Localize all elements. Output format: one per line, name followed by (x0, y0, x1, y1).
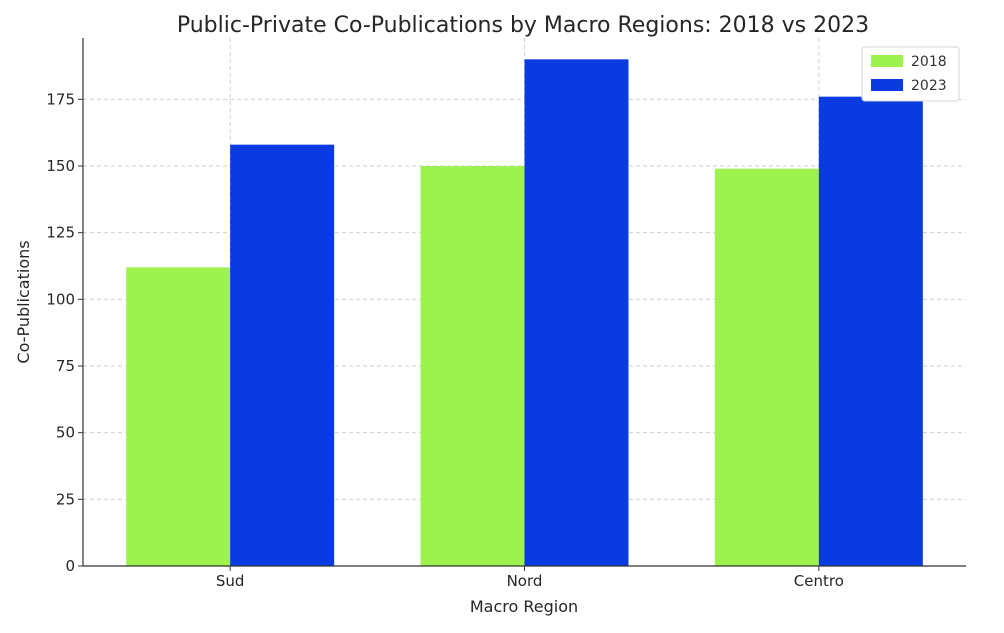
y-tick-label: 0 (65, 557, 75, 575)
y-tick-label: 100 (46, 290, 75, 308)
x-axis-label: Macro Region (470, 597, 578, 616)
y-tick-label: 25 (56, 490, 75, 508)
x-tick-label: Centro (794, 572, 844, 590)
bar-2018-sud (126, 267, 231, 566)
chart-title: Public-Private Co-Publications by Macro … (177, 13, 869, 38)
y-tick-label: 125 (46, 224, 75, 242)
bar-2023-sud (230, 144, 335, 566)
x-tick-label: Nord (507, 572, 543, 590)
y-tick-label: 150 (46, 157, 75, 175)
y-tick-label: 50 (56, 424, 75, 442)
legend-swatch-2023 (871, 79, 903, 91)
bar-2018-nord (420, 166, 525, 566)
bar-2018-centro (714, 168, 819, 566)
x-tick-label: Sud (216, 572, 245, 590)
y-tick-label: 175 (46, 90, 75, 108)
y-axis-label: Co-Publications (14, 240, 33, 363)
legend: 2018 2023 (861, 46, 960, 102)
legend-label-2023: 2023 (911, 78, 947, 94)
bars (126, 59, 923, 567)
y-ticks: 0 25 50 75 100 125 150 175 (46, 90, 83, 575)
bar-2023-nord (524, 59, 629, 566)
y-tick-label: 75 (56, 357, 75, 375)
legend-swatch-2018 (871, 55, 903, 67)
legend-label-2018: 2018 (911, 54, 947, 70)
x-ticks: Sud Nord Centro (216, 566, 844, 590)
bar-2023-centro (818, 96, 923, 567)
